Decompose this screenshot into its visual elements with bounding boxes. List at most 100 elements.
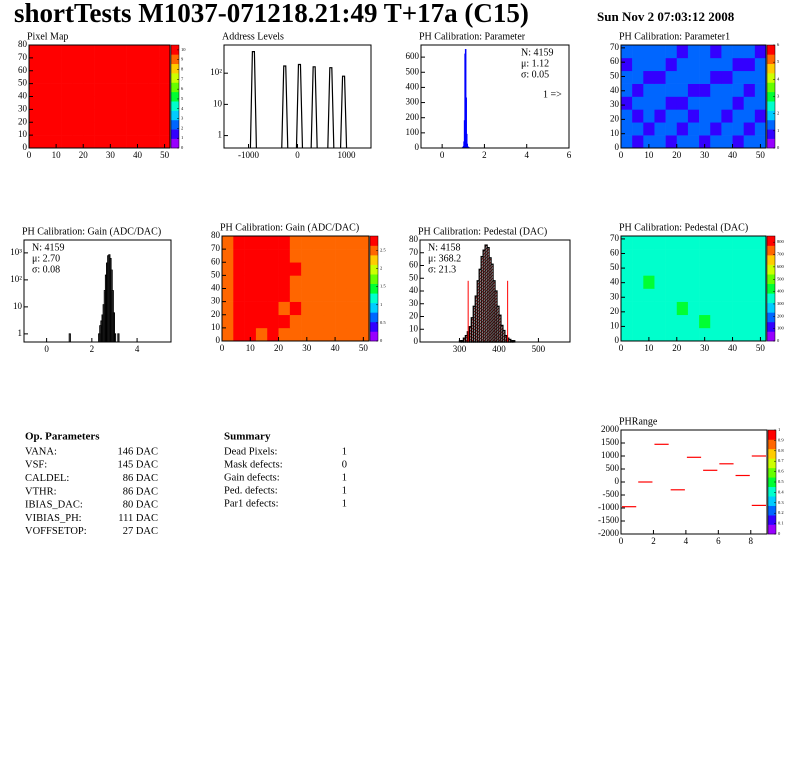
heatmap-cell [699, 301, 711, 316]
heatmap-cell [39, 109, 51, 123]
heatmap-cell [643, 236, 655, 250]
heatmap-cell [743, 301, 756, 316]
heatmap-cell [278, 301, 291, 316]
heatmap-cell [710, 83, 722, 97]
z-tick-label: 8 [181, 67, 184, 72]
heatmap-cell [50, 96, 62, 110]
heatmap-cell [29, 122, 41, 136]
heatmap-cell [754, 262, 767, 276]
heatmap-cell [222, 249, 234, 263]
summary-label: Gain defects: [224, 472, 280, 483]
heatmap-cell [50, 70, 62, 84]
x-tick-label: 40 [728, 343, 738, 353]
y-tick-label: 1000 [601, 450, 620, 460]
heatmap-cell [104, 109, 117, 123]
heatmap-cell [126, 122, 138, 136]
heatmap-cell [643, 288, 655, 302]
heatmap-cell [676, 109, 689, 123]
heatmap-cell [687, 57, 700, 72]
y-tick-label: 10 [13, 301, 23, 311]
x-tick-label: 8 [749, 536, 754, 546]
heatmap-cell [632, 262, 644, 276]
x-tick-label: 10 [52, 150, 62, 160]
heatmap-cell [643, 96, 655, 110]
x-tick-label: 300 [453, 344, 467, 354]
colorbar-frame [170, 44, 180, 149]
heatmap-cell [665, 122, 678, 136]
y-tick-label: 100 [406, 127, 420, 137]
heatmap-cell [710, 109, 722, 123]
heatmap-cell [222, 275, 234, 289]
colorbar-swatch [768, 448, 776, 459]
heatmap-cell [137, 122, 149, 136]
heatmap-cell [115, 83, 127, 97]
heatmap-cell [346, 262, 358, 276]
x-tick-label: 20 [274, 343, 284, 353]
heatmap-cell [699, 122, 711, 136]
heatmap-cell [267, 236, 279, 250]
colorbar-swatch [767, 138, 775, 149]
heatmap-cell [244, 262, 257, 276]
colorbar-swatch [767, 293, 775, 304]
table-title: Summary [224, 431, 271, 443]
heatmap-cell [665, 135, 678, 149]
heatmap-cell [323, 314, 336, 329]
z-tick-label: 0 [380, 338, 383, 343]
heatmap-cell [94, 109, 106, 123]
y-tick-label: 70 [610, 42, 620, 52]
heatmap-cell [621, 122, 633, 136]
heatmap-cell [94, 83, 106, 97]
y-tick-label: 1500 [601, 437, 620, 447]
colorbar-swatch [767, 236, 775, 246]
heatmap-cell [754, 236, 767, 250]
heatmap-cell [357, 262, 370, 276]
y-tick-label: 10 [610, 128, 620, 138]
heatmap-cell [335, 301, 347, 316]
y-tick-label: 600 [406, 51, 420, 61]
heatmap-cell [137, 83, 149, 97]
colorbar-swatch [171, 54, 179, 65]
page-title: shortTests M1037-071218.21:49 T+17a (C15… [14, 0, 529, 28]
heatmap-cell [357, 275, 370, 289]
heatmap-cell [754, 70, 767, 84]
colorbar-swatch [171, 73, 179, 83]
colorbar-swatch [767, 110, 775, 121]
colorbar-swatch [370, 293, 378, 304]
y-tick-label: 80 [211, 230, 221, 240]
heatmap-cell [312, 288, 325, 302]
y-tick-label: 50 [610, 262, 620, 272]
param-label: VSF: [25, 460, 47, 471]
colorbar-swatch [370, 245, 378, 256]
heatmap-cell [732, 236, 744, 250]
heatmap-cell [632, 57, 644, 72]
z-tick-label: 1 [778, 427, 780, 432]
heatmap-cell [632, 45, 644, 59]
heatmap-cell [687, 45, 700, 59]
z-tick-label: 0.9 [778, 437, 784, 442]
heatmap-cell [621, 70, 633, 84]
summary-value: 1 [342, 498, 347, 509]
heatmap-cell [665, 275, 678, 289]
heatmap-cell [710, 262, 722, 276]
y-tick-label: 40 [211, 283, 221, 293]
colorbar-swatch [767, 321, 775, 332]
heatmap-cell [721, 327, 733, 342]
heatmap-cell [72, 122, 84, 136]
z-tick-label: 800 [777, 239, 785, 244]
stats-line: μ: 1.12 [521, 58, 549, 69]
heatmap-cell [335, 327, 347, 342]
y-tick-label: 0 [615, 335, 620, 345]
heatmap-cell [39, 96, 51, 110]
heatmap-cell [278, 327, 291, 342]
colorbar-swatch [370, 255, 378, 265]
heatmap-cell [676, 122, 689, 136]
heatmap-cell [676, 135, 689, 149]
heatmap-cell [289, 327, 302, 342]
param-label: VANA: [25, 446, 57, 457]
heatmap-cell [743, 45, 756, 59]
y-tick-label: 10 [18, 129, 28, 139]
heatmap-cell [687, 327, 700, 342]
heatmap-cell [301, 275, 313, 289]
y-tick-label: 10³ [10, 247, 22, 257]
heatmap-cell [61, 57, 73, 72]
